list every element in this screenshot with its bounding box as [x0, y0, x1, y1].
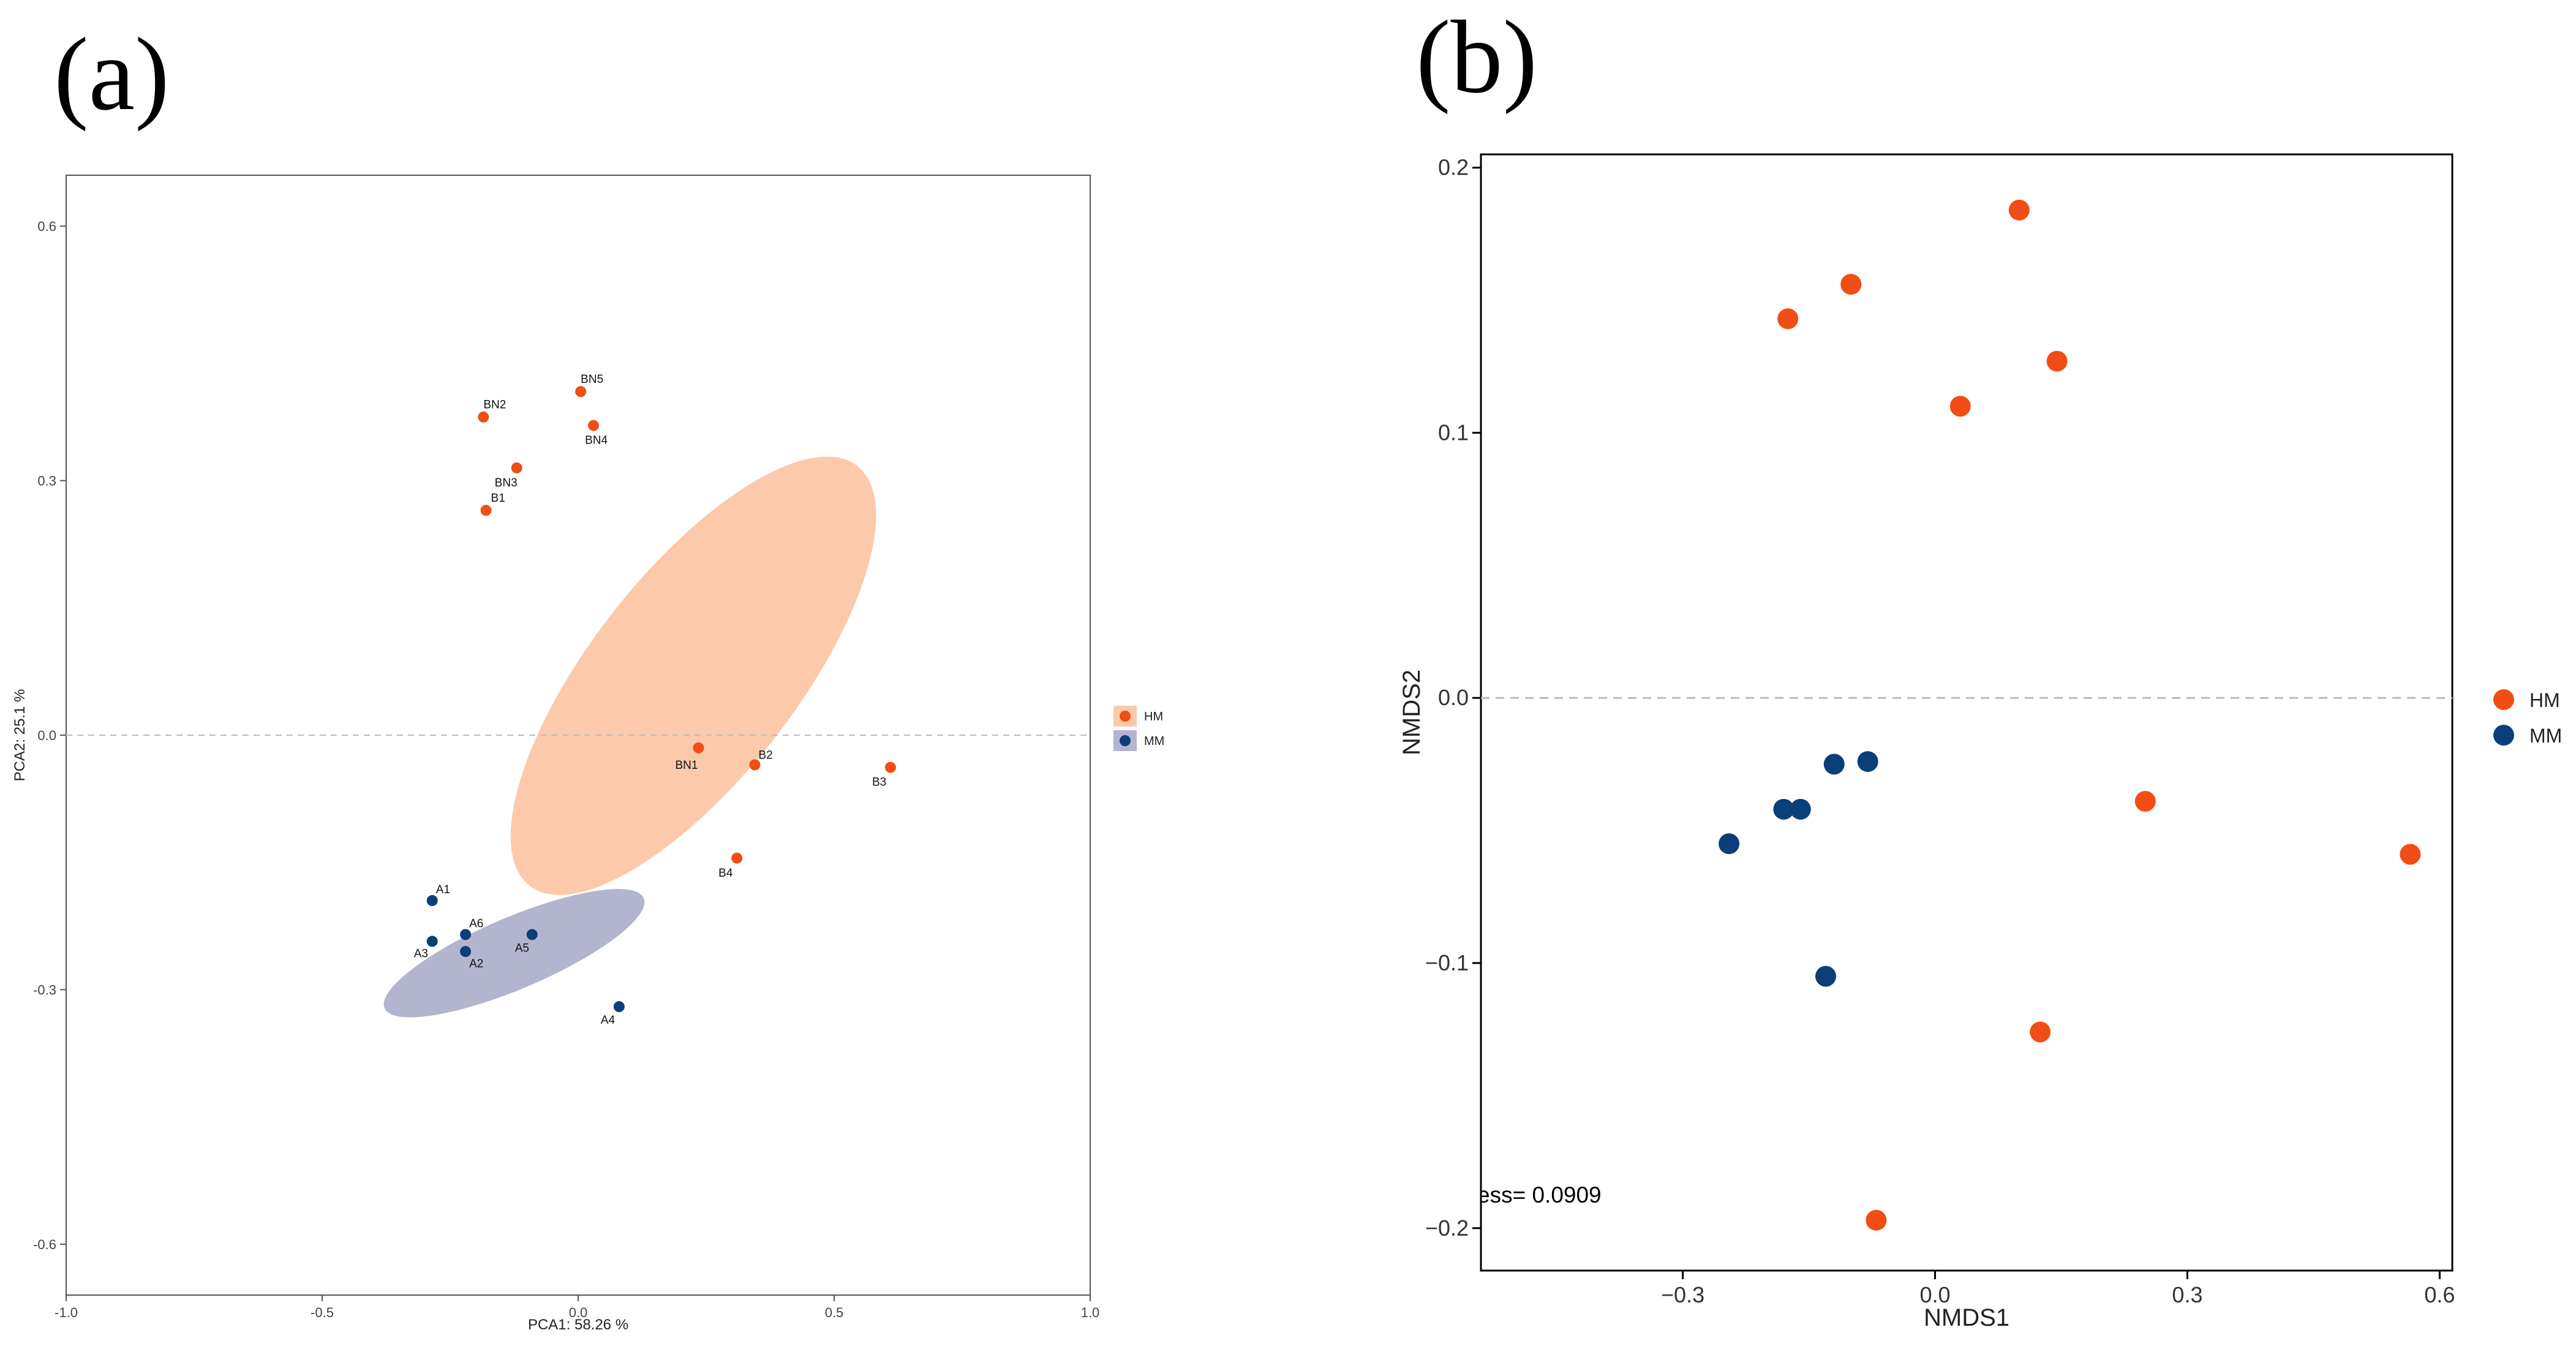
nmds-plot-frame [1480, 153, 2454, 1272]
pca-y-tick-label: -0.6 [33, 1237, 56, 1252]
nmds-point-hm [2134, 790, 2156, 812]
nmds-point-hm [1949, 396, 1971, 417]
nmds-stress-text: ess= 0.0909 [1477, 1182, 1602, 1207]
nmds-point-mm [1815, 965, 1836, 987]
pca-legend-label-hm: HM [1144, 710, 1163, 724]
pca-point-label: BN5 [581, 373, 603, 386]
pca-y-tick-label: 0.0 [37, 728, 56, 743]
pca-x-tick-label: -0.5 [311, 1305, 334, 1320]
pca-point-label: B4 [718, 867, 733, 880]
pca-point-a2 [460, 946, 472, 958]
pca-point-b2 [749, 759, 761, 771]
pca-y-tick-label: 0.3 [37, 474, 56, 489]
pca-point-label: BN2 [483, 399, 506, 412]
pca-point-label: B3 [872, 776, 886, 789]
nmds-y-tick-label: −0.1 [1425, 950, 1469, 975]
pca-point-a3 [426, 935, 438, 947]
pca-x-tick-label: 0.5 [825, 1305, 844, 1320]
panel-label-b: (b) [1416, 0, 1537, 115]
nmds-x-tick-label: −0.3 [1661, 1282, 1704, 1307]
nmds-point-hm [2046, 350, 2068, 372]
pca-point-label: B2 [758, 749, 772, 761]
pca-x-tick-label: -1.0 [55, 1305, 78, 1320]
pca-point-label: A1 [436, 883, 450, 896]
pca-point-b3 [884, 761, 896, 773]
nmds-point-mm [1823, 754, 1845, 775]
pca-point-a5 [526, 929, 538, 940]
pca-x-tick-label: 1.0 [1081, 1305, 1100, 1320]
pca-y-tick-label: -0.3 [33, 982, 56, 997]
nmds-point-hm [1777, 308, 1799, 330]
pca-point-label: BN1 [675, 759, 698, 772]
nmds-legend-label-hm: HM [2529, 689, 2560, 711]
pca-y-axis-label: PCA2: 25.1 % [12, 689, 28, 782]
nmds-y-axis-label: NMDS2 [1398, 670, 1425, 755]
nmds-x-tick-label: 0.6 [2424, 1282, 2455, 1307]
pca-point-bn4 [588, 420, 600, 431]
pca-point-b1 [480, 505, 492, 516]
pca-point-label: BN3 [495, 477, 518, 489]
nmds-point-mm [1773, 798, 1795, 820]
nmds-point-mm [1857, 751, 1878, 773]
pca-point-bn1 [693, 742, 704, 754]
pca-chart: -1.0 -0.5 0.0 0.5 1.0 -0.6 -0.3 0.0 0.3 0.6 PCA1: … [12, 175, 1164, 1333]
pca-point-label: A3 [414, 948, 428, 961]
pca-point-label: B1 [491, 492, 505, 505]
nmds-y-tick-label: 0.0 [1438, 685, 1469, 710]
nmds-legend-label-mm: MM [2529, 725, 2562, 747]
pca-point-a4 [613, 1001, 625, 1013]
nmds-y-tick-label: 0.1 [1438, 420, 1469, 445]
pca-point-a1 [426, 895, 438, 907]
pca-ellipse-mm [383, 889, 645, 1018]
nmds-legend-marker-mm [2493, 725, 2514, 746]
pca-point-bn2 [478, 411, 489, 423]
pca-point-label: A4 [601, 1014, 616, 1027]
pca-point-label: BN4 [585, 434, 608, 447]
pca-legend-marker-hm [1120, 711, 1131, 722]
pca-point-label: A6 [469, 917, 483, 930]
pca-point-bn3 [511, 462, 522, 474]
nmds-point-hm [2008, 199, 2030, 221]
nmds-y-tick-label: 0.2 [1438, 155, 1469, 180]
pca-legend-label-mm: MM [1144, 735, 1164, 748]
pca-x-tick-label: 0.0 [569, 1305, 588, 1320]
pca-point-a6 [460, 929, 472, 940]
nmds-point-hm [2400, 844, 2421, 865]
nmds-x-axis-label: NMDS1 [1924, 1304, 2009, 1331]
pca-y-tick-label: 0.6 [37, 219, 56, 234]
nmds-point-hm [1840, 274, 1862, 295]
pca-legend-marker-mm [1120, 735, 1131, 746]
nmds-x-tick-label: 0.3 [2172, 1282, 2202, 1307]
nmds-point-hm [2030, 1021, 2051, 1043]
pca-x-axis-label: PCA1: 58.26 % [528, 1317, 628, 1333]
panel-label-a: (a) [54, 17, 170, 132]
pca-point-label: A2 [469, 958, 483, 970]
nmds-chart: −0.3 0.0 0.3 0.6 −0.2 −0.1 0.0 0.1 0.2 NMDS1 NMDS2… [1398, 153, 2562, 1331]
pca-point-bn5 [575, 386, 587, 398]
nmds-point-hm [1866, 1209, 1887, 1231]
pca-point-label: A5 [515, 942, 529, 954]
pca-point-b4 [731, 852, 743, 864]
nmds-point-mm [1790, 798, 1811, 820]
nmds-y-tick-label: −0.2 [1425, 1215, 1469, 1241]
pca-ellipse-hm [510, 456, 876, 895]
nmds-point-mm [1719, 833, 1740, 855]
nmds-x-tick-label: 0.0 [1919, 1282, 1950, 1307]
nmds-legend-marker-hm [2493, 689, 2514, 710]
